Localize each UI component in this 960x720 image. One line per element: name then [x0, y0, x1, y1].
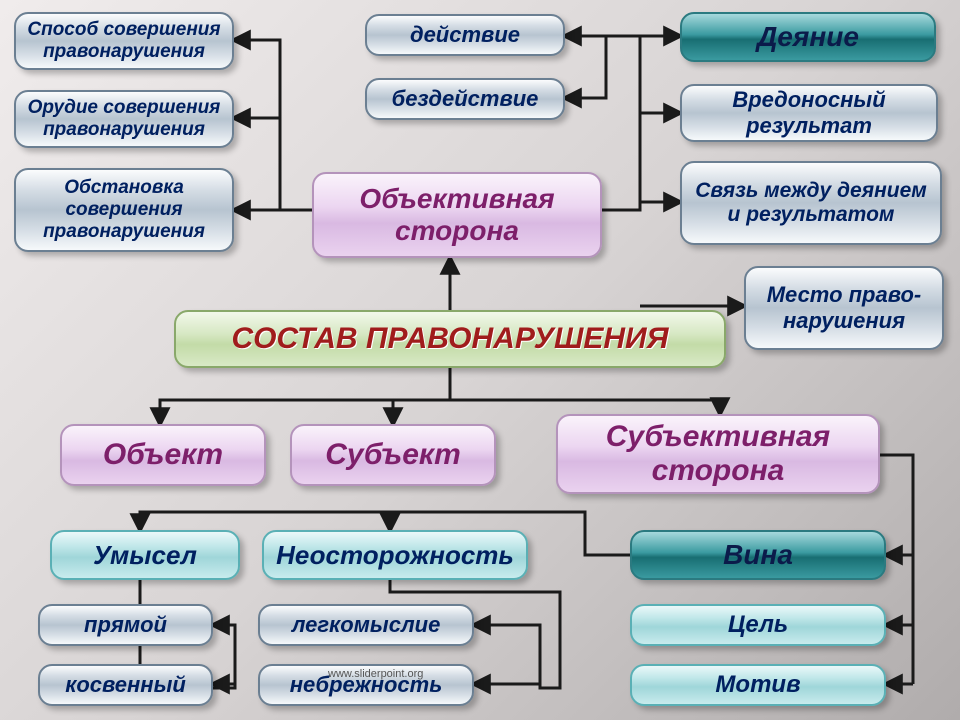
node-orudie: Орудие совершения правонарушения — [14, 90, 234, 148]
node-subjekt: Субъект — [290, 424, 496, 486]
node-legko: легкомыслие — [258, 604, 474, 646]
node-umysel: Умысел — [50, 530, 240, 580]
node-sposob: Способ совершения правонарушения — [14, 12, 234, 70]
node-neostor: Неосторожность — [262, 530, 528, 580]
node-kosvenny: косвенный — [38, 664, 213, 706]
node-bezdeistvie: бездействие — [365, 78, 565, 120]
node-deistvie: действие — [365, 14, 565, 56]
node-obj_storona: Объективная сторона — [312, 172, 602, 258]
node-mesto: Место право- нарушения — [744, 266, 944, 350]
node-obstanovka: Обстановка совершения правонарушения — [14, 168, 234, 252]
node-subj_storona: Субъективная сторона — [556, 414, 880, 494]
node-objekt: Объект — [60, 424, 266, 486]
node-cel: Цель — [630, 604, 886, 646]
node-svyaz: Связь между деянием и результатом — [680, 161, 942, 245]
node-motiv: Мотив — [630, 664, 886, 706]
watermark: www.sliderpoint.org — [328, 668, 423, 680]
node-vred: Вредоносный результат — [680, 84, 938, 142]
node-sostav: СОСТАВ ПРАВОНАРУШЕНИЯ — [174, 310, 726, 368]
node-pryamoi: прямой — [38, 604, 213, 646]
node-deyanie: Деяние — [680, 12, 936, 62]
node-vina: Вина — [630, 530, 886, 580]
